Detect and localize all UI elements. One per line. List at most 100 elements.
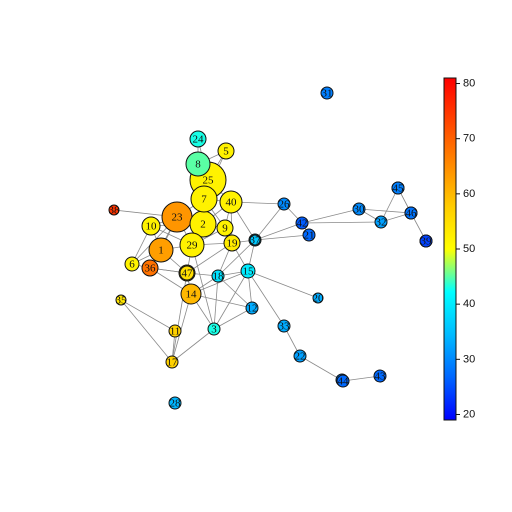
node-5[interactable]: 5	[217, 142, 235, 160]
node-label: 21	[304, 230, 315, 242]
node-35[interactable]: 35	[115, 294, 128, 307]
node-circle	[293, 349, 307, 363]
node-label: 18	[213, 271, 225, 283]
node-46[interactable]: 46	[404, 206, 418, 220]
node-31[interactable]: 31	[320, 86, 334, 100]
node-label: 24	[193, 134, 205, 146]
node-20[interactable]: 20	[312, 292, 325, 305]
node-12[interactable]: 12	[245, 301, 259, 315]
colorbar-tick-label: 80	[463, 78, 475, 90]
node-label: 40	[226, 197, 238, 209]
node-circle	[320, 86, 334, 100]
node-circle	[277, 319, 291, 333]
node-label: 31	[322, 88, 333, 100]
node-40[interactable]: 40	[219, 190, 243, 214]
color-legend: 20 30 40 50 60 70 80	[443, 77, 475, 421]
node-22[interactable]: 22	[293, 349, 307, 363]
node-label: 2	[200, 219, 206, 231]
node-14[interactable]: 14	[180, 283, 202, 305]
node-45[interactable]: 45	[391, 181, 405, 195]
colorbar	[444, 78, 456, 420]
node-label: 26	[279, 199, 291, 211]
node-circle	[391, 181, 405, 195]
node-47[interactable]: 47	[179, 265, 195, 281]
colorbar-tick-label: 20	[463, 408, 475, 420]
node-9[interactable]: 9	[216, 219, 234, 237]
edge-n18-n12	[217, 275, 253, 309]
node-circle	[419, 234, 433, 248]
node-label: 35	[116, 295, 128, 307]
node-label: 8	[195, 159, 201, 171]
node-39[interactable]: 39	[419, 234, 433, 248]
node-circle	[216, 219, 234, 237]
node-36[interactable]: 36	[141, 259, 159, 277]
node-label: 30	[354, 204, 366, 216]
node-circle	[312, 292, 324, 304]
edge-n15-n20	[247, 270, 319, 299]
node-43[interactable]: 43	[373, 369, 387, 383]
node-10[interactable]: 10	[141, 216, 161, 236]
node-circle	[373, 369, 387, 383]
node-label: 38	[109, 205, 121, 217]
node-23[interactable]: 23	[161, 201, 193, 233]
node-label: 9	[222, 223, 228, 235]
node-7[interactable]: 7	[190, 185, 218, 213]
node-circle	[108, 204, 120, 216]
node-circle	[295, 216, 309, 230]
node-21[interactable]: 21	[302, 228, 316, 242]
colorbar-ticks: 20 30 40 50 60 70 80	[456, 78, 475, 420]
node-38[interactable]: 38	[108, 204, 121, 217]
node-circle	[404, 206, 418, 220]
node-circle	[223, 234, 241, 252]
node-28[interactable]: 28	[168, 396, 182, 410]
node-37[interactable]: 37	[249, 234, 262, 247]
node-24[interactable]: 24	[189, 130, 207, 148]
node-label: 45	[393, 183, 405, 195]
node-label: 32	[376, 217, 387, 229]
node-circle	[115, 294, 127, 306]
edge-n42-n30	[301, 208, 360, 224]
node-label: 14	[186, 289, 198, 301]
node-label: 28	[170, 398, 182, 410]
node-19[interactable]: 19	[223, 234, 241, 252]
node-6[interactable]: 6	[124, 256, 140, 272]
node-30[interactable]: 30	[352, 202, 366, 216]
node-11[interactable]: 11	[168, 324, 182, 338]
node-label: 47	[182, 268, 194, 280]
edge-n4-n18	[217, 239, 256, 277]
node-circle	[185, 151, 211, 177]
node-label: 17	[167, 357, 179, 369]
node-label: 23	[172, 212, 184, 224]
node-label: 20	[313, 293, 325, 305]
node-circle	[168, 324, 182, 338]
colorbar-tick-label: 40	[463, 298, 475, 310]
edge-n17-n3	[171, 328, 215, 363]
node-29[interactable]: 29	[179, 232, 205, 258]
node-label: 33	[279, 321, 291, 333]
node-15[interactable]: 15	[240, 263, 256, 279]
node-18[interactable]: 18	[211, 269, 225, 283]
node-3[interactable]: 3	[207, 322, 221, 336]
colorbar-tick-label: 30	[463, 353, 475, 365]
node-circle	[180, 283, 202, 305]
node-circle	[374, 215, 388, 229]
node-circle	[148, 237, 174, 263]
edge-n12-n3	[213, 307, 253, 330]
edge-n42-n32	[301, 221, 382, 224]
edge-n19-n16	[186, 242, 233, 274]
node-44[interactable]: 44	[336, 374, 350, 388]
node-label: 36	[145, 263, 157, 275]
edge-n30-n34	[358, 208, 412, 214]
node-label: 12	[247, 303, 258, 315]
node-1[interactable]: 1	[148, 237, 174, 263]
node-8[interactable]: 8	[185, 151, 211, 177]
edge-n14-n17	[171, 293, 192, 363]
node-17[interactable]: 17	[165, 355, 179, 369]
node-32[interactable]: 32	[374, 215, 388, 229]
node-42[interactable]: 42	[295, 216, 309, 230]
node-26[interactable]: 26	[277, 197, 291, 211]
node-circle	[124, 256, 140, 272]
node-33[interactable]: 33	[277, 319, 291, 333]
node-circle	[165, 355, 179, 369]
edge-n4-n21	[254, 234, 310, 241]
